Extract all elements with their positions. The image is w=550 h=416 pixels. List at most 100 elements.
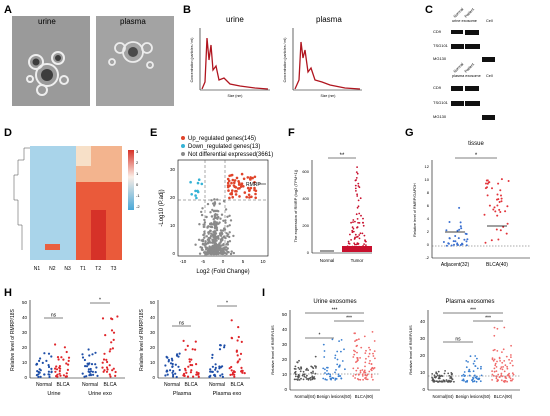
volcano-point-ns (204, 243, 208, 246)
h-point (39, 375, 42, 378)
i-yticks: 0 10 20 30 40 50 0 10 20 30 40 (282, 312, 426, 392)
i-point (502, 366, 504, 368)
i-point (370, 363, 373, 365)
volcano-point-ns (219, 217, 222, 220)
volcano-point-ns (203, 218, 206, 222)
volcano-point-ns (226, 233, 230, 236)
i-point (510, 354, 512, 356)
i-point (461, 374, 463, 377)
h-point (87, 348, 90, 351)
volcano-point-up (246, 186, 250, 190)
h-point (89, 370, 93, 373)
i-point (326, 369, 328, 372)
f-point-tumor (351, 229, 354, 232)
h-point (233, 375, 236, 378)
i-point (323, 350, 326, 352)
i-point (493, 358, 496, 361)
i-point (354, 332, 356, 335)
h-point (174, 372, 177, 375)
i-point (364, 365, 366, 368)
i-point (465, 366, 468, 369)
i-point (324, 378, 327, 381)
volcano-point-up (240, 183, 243, 186)
volcano-point-up (253, 175, 257, 179)
i-point (495, 377, 498, 380)
i-point (354, 340, 356, 342)
h-point (167, 358, 170, 362)
h-point (192, 375, 195, 378)
e-xticks: -10 -5 0 5 10 (180, 259, 266, 264)
i-point (296, 361, 299, 364)
e-legend-ns: Not differential expressed(3661) (188, 152, 273, 158)
h-point (169, 369, 172, 372)
g-point-adjacent (458, 206, 461, 209)
f-point-tumor (359, 232, 362, 235)
f-point-tumor (363, 243, 365, 246)
volcano-point-up (242, 177, 246, 181)
f-point-tumor (350, 221, 352, 224)
f-point-tumor (360, 214, 362, 217)
h-point (88, 374, 91, 377)
volcano-point-ns (211, 241, 214, 244)
i-point (343, 348, 345, 351)
volcano-point-ns (214, 230, 217, 233)
g-point-blca (499, 211, 502, 213)
i-left-cat: Benign lesions(50) (317, 394, 352, 399)
i-point (501, 361, 504, 364)
i-left-ytick: 50 (282, 312, 288, 317)
i-point (479, 380, 482, 383)
volcano-point-ns (212, 251, 215, 254)
f-point-tumor (356, 166, 358, 169)
h-point (178, 352, 181, 355)
h-point (214, 375, 217, 378)
heatmap-color-scale (128, 150, 134, 210)
h-point (165, 355, 168, 358)
i-point (352, 356, 355, 358)
i-point (369, 360, 371, 362)
f-point-tumor (354, 220, 356, 223)
volcano-point-ns (202, 223, 205, 226)
i-point (370, 374, 373, 376)
volcano-point-ns (219, 229, 223, 232)
i-point (365, 378, 368, 381)
i-point (495, 370, 498, 372)
h-point (214, 363, 217, 366)
f-ytick: 0 (307, 250, 310, 255)
i-point (474, 365, 477, 367)
f-point-tumor (365, 240, 367, 243)
f-point-tumor (355, 243, 358, 246)
i-point (476, 357, 478, 360)
h-point (214, 366, 217, 369)
i-point (364, 371, 367, 374)
h-point (182, 374, 185, 377)
panel-a-letter: A (4, 4, 12, 16)
g-cat-1: Adjacent(32) (441, 262, 470, 268)
h-point (112, 331, 116, 334)
volcano-point-ns (212, 202, 215, 205)
i-point (437, 370, 440, 373)
i-point (309, 379, 312, 381)
volcano-point-ns (223, 227, 226, 230)
h-point (170, 357, 173, 360)
h-point (92, 373, 95, 376)
f-point-tumor (362, 224, 365, 227)
volcano-point-down (196, 181, 200, 185)
f-point-tumor (352, 230, 355, 233)
volcano-point-ns (228, 235, 231, 239)
panel-h-letter: H (4, 287, 12, 299)
volcano-point-ns (205, 235, 208, 238)
g-ylabel: Relative level of RMRP/GAPDH (413, 183, 417, 237)
volcano-point-up (243, 191, 247, 194)
volcano-point-ns (230, 250, 233, 253)
i-point (307, 378, 310, 381)
h-point (111, 369, 114, 372)
h-point (230, 365, 233, 369)
panel-b-ylabel-left: Concentration (particles / ml) (190, 38, 194, 83)
f-tumor-mass (342, 246, 372, 252)
i-right-ytick: 10 (420, 370, 426, 375)
i-point (339, 364, 341, 367)
i-point (491, 357, 494, 360)
h-right-ytick: 0 (152, 375, 155, 380)
h-point (58, 366, 61, 369)
volcano-point-ns (210, 252, 213, 255)
